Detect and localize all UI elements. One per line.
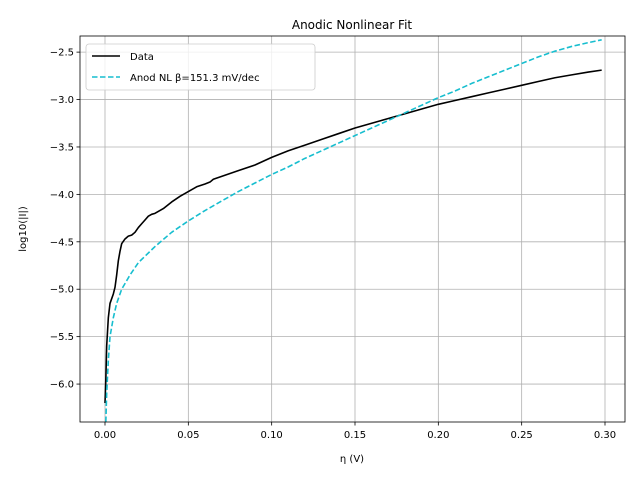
chart-title: Anodic Nonlinear Fit [292, 18, 413, 32]
x-tick-label: 0.15 [344, 430, 366, 441]
x-tick-label: 0.10 [261, 430, 283, 441]
x-tick-label: 0.05 [177, 430, 199, 441]
legend: Data Anod NL β=151.3 mV/dec [85, 43, 316, 91]
y-tick-label: −3.0 [50, 95, 74, 106]
plot-area [80, 36, 625, 422]
x-axis-label: η (V) [340, 454, 364, 465]
y-axis-ticks: −6.0 −5.5 −5.0 −4.5 −4.0 −3.5 −3.0 −2.5 [50, 48, 80, 391]
x-axis-ticks: 0.00 0.05 0.10 0.15 0.20 0.25 0.30 [94, 422, 616, 441]
y-tick-label: −3.5 [50, 142, 74, 153]
y-tick-label: −5.0 [50, 285, 74, 296]
legend-label-data: Data [130, 52, 154, 63]
legend-label-fit: Anod NL β=151.3 mV/dec [130, 73, 260, 84]
series-line-data [104, 69, 602, 404]
x-tick-label: 0.20 [427, 430, 449, 441]
x-tick-label: 0.30 [594, 430, 616, 441]
y-tick-label: −5.5 [50, 332, 74, 343]
y-tick-label: −4.0 [50, 190, 74, 201]
x-tick-label: 0.00 [94, 430, 116, 441]
y-axis-label: log10(|I|) [18, 206, 29, 252]
y-tick-label: −2.5 [50, 48, 74, 59]
y-tick-label: −6.0 [50, 380, 74, 391]
series-layer [104, 39, 602, 422]
grid-lines [80, 36, 625, 422]
y-tick-label: −4.5 [50, 237, 74, 248]
x-tick-label: 0.25 [511, 430, 533, 441]
legend-box [85, 43, 316, 91]
series-line-fit [105, 39, 602, 422]
plot-frame [79, 35, 626, 423]
